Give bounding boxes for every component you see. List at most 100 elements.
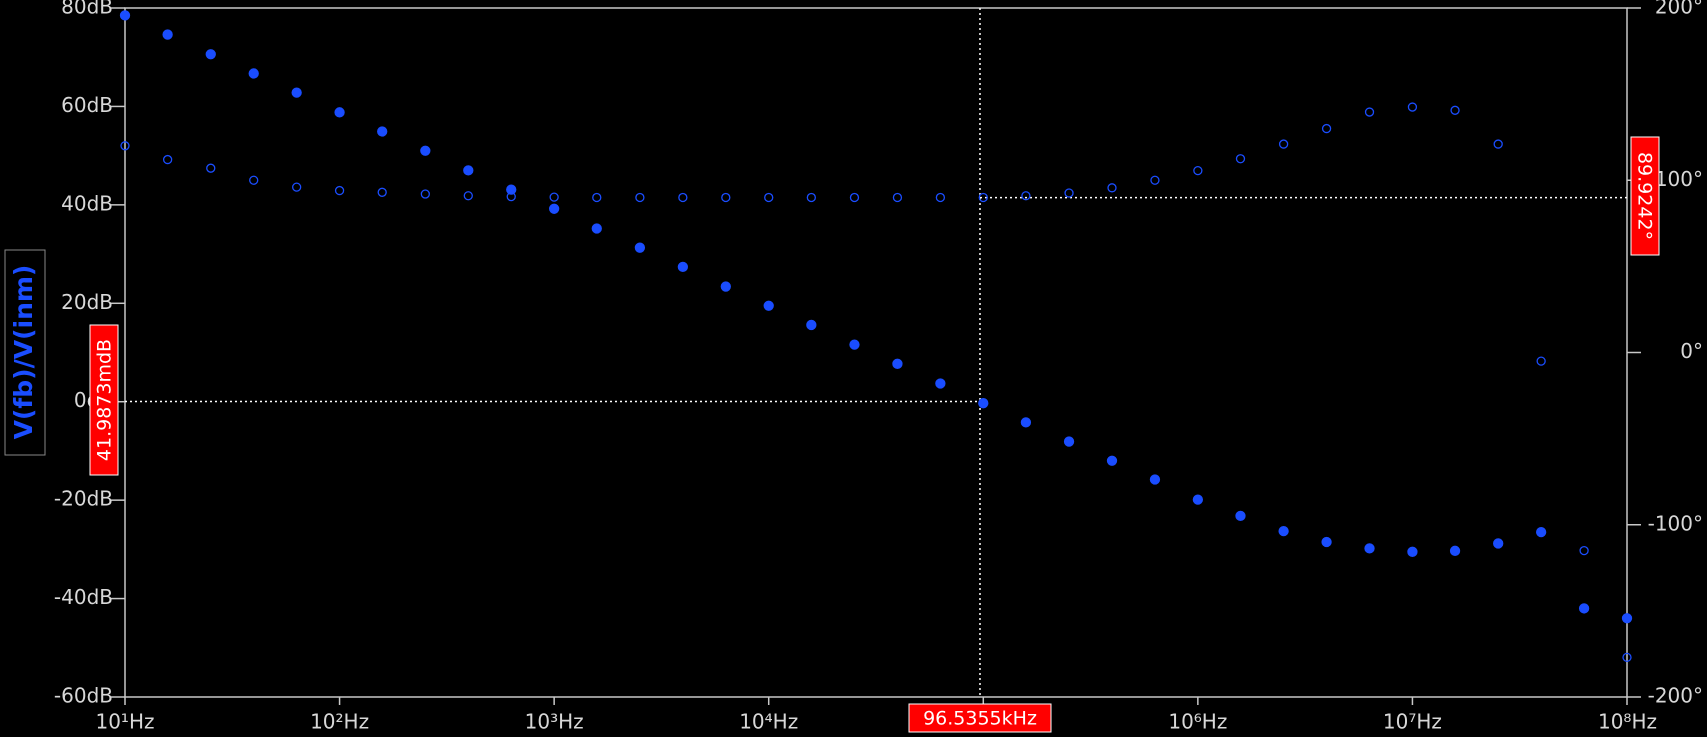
data-point [420, 145, 431, 156]
data-point [377, 187, 387, 197]
data-point [1407, 546, 1418, 557]
data-point [1235, 510, 1246, 522]
data-point [205, 49, 216, 60]
data-point [849, 192, 860, 203]
y-axis-label: V(fb)/V(inm) [9, 265, 38, 440]
data-point [763, 300, 774, 311]
data-point [119, 10, 131, 21]
data-point [1449, 545, 1461, 556]
data-point [1149, 474, 1161, 485]
data-point [935, 192, 946, 203]
data-point [334, 107, 345, 118]
data-point [1021, 191, 1031, 201]
data-point [463, 191, 473, 201]
data-point [1364, 107, 1375, 117]
data-point [635, 192, 645, 203]
data-point [1493, 139, 1503, 149]
data-point [1107, 183, 1117, 193]
y-label-box [4, 249, 46, 456]
y-tick-label: -40dB [54, 585, 113, 609]
data-point [506, 191, 516, 202]
data-point [291, 87, 302, 98]
x-tick-label: 10⁸Hz [1598, 710, 1657, 734]
data-point [1579, 545, 1589, 556]
data-point [806, 192, 816, 203]
cursor-x-label: 96.5355kHz [908, 703, 1052, 733]
data-point [677, 261, 689, 273]
data-point [1278, 139, 1289, 149]
plot-frame [124, 7, 1628, 698]
x-tick-label: 10⁴Hz [739, 710, 798, 734]
y2-tick-label: 100° [1655, 167, 1703, 191]
y-tick-label: 60dB [61, 93, 113, 117]
data-point [1235, 154, 1246, 164]
cursor-y-label-text: 41.9873mdB [94, 339, 116, 461]
data-point [162, 29, 173, 40]
y-tick-label: 40dB [61, 191, 113, 215]
data-point [162, 154, 173, 165]
data-point [506, 184, 517, 195]
data-point [1020, 417, 1032, 428]
y-tick-label: -20dB [54, 487, 113, 511]
data-point [1535, 526, 1547, 538]
y2-tick-label: -200° [1648, 684, 1703, 708]
cursor-x-label-text: 96.5355kHz [923, 708, 1037, 730]
data-point [978, 398, 989, 409]
data-point [1063, 436, 1075, 447]
data-point [1278, 525, 1289, 537]
data-point [1321, 536, 1332, 548]
data-point [249, 175, 259, 185]
y2-tick-label: 200° [1655, 0, 1703, 19]
data-point [1150, 175, 1160, 185]
data-point [377, 126, 388, 137]
data-point [549, 192, 559, 202]
cursor-x-label-box [908, 703, 1052, 733]
cursor-y-label: 41.9873mdB [89, 324, 119, 476]
cursor-y2-label-box [1630, 136, 1660, 256]
cursor-y2-label-text: 89.9242° [1634, 152, 1656, 240]
data-point [420, 189, 430, 199]
y2-tick-label: -100° [1648, 511, 1703, 535]
data-point [1321, 123, 1332, 134]
data-point [806, 319, 817, 331]
y-tick-label: -60dB [54, 684, 113, 708]
data-point [720, 281, 731, 292]
data-point [334, 185, 345, 196]
y2-tick-label: 0° [1680, 339, 1703, 363]
x-tick-label: 10²Hz [310, 710, 369, 734]
x-tick-label: 10³Hz [525, 710, 584, 734]
x-tick-label: 10¹Hz [95, 710, 154, 734]
data-point [1064, 188, 1074, 198]
data-point [463, 165, 474, 176]
data-point [1192, 494, 1204, 505]
data-point [592, 192, 602, 203]
y-tick-label: 20dB [61, 290, 113, 314]
data-point [1364, 543, 1375, 554]
data-point [764, 192, 774, 203]
data-point [892, 358, 903, 369]
data-point [1622, 652, 1632, 663]
data-point [1450, 105, 1460, 115]
data-point [1493, 538, 1504, 549]
data-point [206, 163, 216, 173]
data-point [935, 378, 946, 389]
data-point [1621, 613, 1633, 624]
data-point [120, 141, 130, 151]
data-point [634, 242, 646, 253]
data-point [721, 192, 731, 203]
data-point [1578, 603, 1590, 614]
data-point [1106, 455, 1118, 466]
cursor-y2-label: 89.9242° [1630, 136, 1660, 256]
data-point [248, 68, 259, 79]
data-point [1407, 102, 1418, 112]
data-point [292, 182, 302, 192]
data-point [1193, 165, 1203, 176]
data-point [1536, 356, 1546, 366]
data-point [548, 203, 560, 214]
data-point [978, 192, 988, 203]
y-tick-label: 80dB [61, 0, 113, 19]
cursor-y-label-box [89, 324, 119, 476]
data-point [892, 192, 903, 203]
x-tick-label: 10⁷Hz [1383, 710, 1442, 734]
